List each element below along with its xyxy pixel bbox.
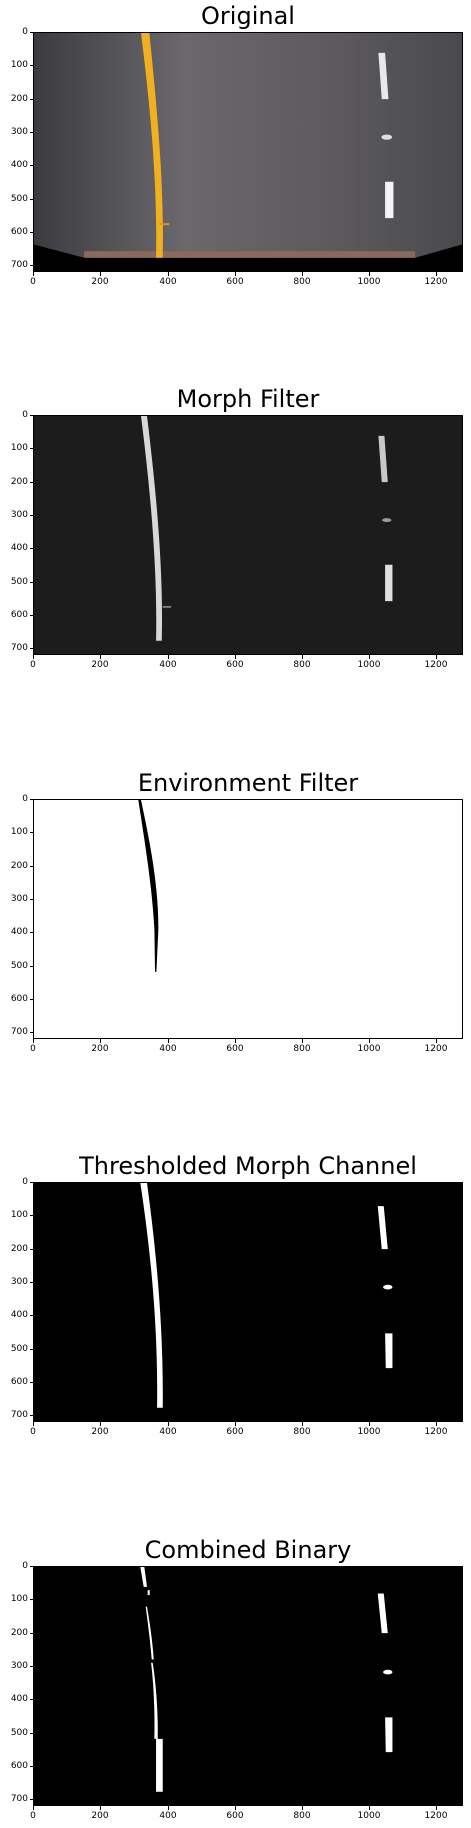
- y-tick: 200: [4, 861, 34, 871]
- y-tick: 200: [4, 94, 34, 104]
- x-tick: 1000: [349, 1806, 389, 1821]
- thresholded-image: [34, 1183, 462, 1421]
- y-tick: 500: [4, 194, 34, 204]
- y-tick: 700: [4, 643, 34, 653]
- y-tick: 0: [4, 410, 34, 420]
- x-tick: 1200: [416, 1422, 456, 1437]
- y-tick: 300: [4, 1661, 34, 1671]
- y-tick: 700: [4, 1794, 34, 1804]
- x-tick: 0: [13, 1039, 53, 1054]
- x-tick: 400: [148, 1039, 188, 1054]
- x-tick: 0: [13, 655, 53, 670]
- x-tick: 600: [215, 1039, 255, 1054]
- x-tick: 200: [80, 1422, 120, 1437]
- x-tick: 200: [80, 655, 120, 670]
- x-tick: 400: [148, 655, 188, 670]
- image-thresholded-morph: [33, 1182, 463, 1422]
- x-tick: 200: [80, 272, 120, 287]
- x-tick: 1200: [416, 1806, 456, 1821]
- y-tick: 500: [4, 577, 34, 587]
- y-tick: 100: [4, 827, 34, 837]
- x-tick: 1000: [349, 1039, 389, 1054]
- panel-thresholded-morph: Thresholded Morph Channel 0 100 200 300 …: [0, 1150, 471, 1437]
- image-combined-binary: [33, 1566, 463, 1806]
- road-image: [34, 33, 462, 271]
- x-tick: 200: [80, 1039, 120, 1054]
- y-tick: 0: [4, 27, 34, 37]
- x-tick: 400: [148, 1806, 188, 1821]
- y-tick: 0: [4, 794, 34, 804]
- y-tick: 100: [4, 1594, 34, 1604]
- panel-title: Combined Binary: [144, 1536, 352, 1564]
- y-tick: 300: [4, 510, 34, 520]
- y-tick: 200: [4, 477, 34, 487]
- panel-original: Original 0 100 200 300 400 500 600 7: [0, 0, 471, 287]
- y-tick: 0: [4, 1177, 34, 1187]
- y-tick: 600: [4, 1377, 34, 1387]
- y-tick: 400: [4, 543, 34, 553]
- y-tick: 600: [4, 994, 34, 1004]
- y-tick: 600: [4, 610, 34, 620]
- y-tick: 400: [4, 1694, 34, 1704]
- y-tick: 0: [4, 1561, 34, 1571]
- y-tick: 300: [4, 1277, 34, 1287]
- x-tick: 600: [215, 1422, 255, 1437]
- x-tick: 600: [215, 655, 255, 670]
- y-tick: 200: [4, 1244, 34, 1254]
- y-tick: 400: [4, 927, 34, 937]
- x-tick: 800: [282, 655, 322, 670]
- panel-title: Original: [201, 2, 295, 30]
- x-tick: 1000: [349, 1422, 389, 1437]
- x-tick: 800: [282, 1806, 322, 1821]
- image-environment-filter: [33, 799, 463, 1039]
- x-tick: 1000: [349, 655, 389, 670]
- x-tick: 400: [148, 1422, 188, 1437]
- x-tick: 800: [282, 1039, 322, 1054]
- y-tick: 300: [4, 127, 34, 137]
- y-tick: 300: [4, 894, 34, 904]
- y-tick: 500: [4, 1344, 34, 1354]
- image-original: [33, 32, 463, 272]
- x-tick: 0: [13, 1422, 53, 1437]
- x-tick: 0: [13, 1806, 53, 1821]
- x-tick: 400: [148, 272, 188, 287]
- morph-image: [34, 416, 462, 654]
- y-tick: 100: [4, 443, 34, 453]
- x-tick: 600: [215, 1806, 255, 1821]
- x-tick: 800: [282, 272, 322, 287]
- panel-environment-filter: Environment Filter 0 100 200 300 400 500…: [0, 767, 471, 1054]
- x-tick: 1000: [349, 272, 389, 287]
- panel-title: Morph Filter: [176, 385, 320, 413]
- panel-title: Thresholded Morph Channel: [79, 1152, 417, 1180]
- x-tick: 0: [13, 272, 53, 287]
- x-tick: 1200: [416, 655, 456, 670]
- y-tick: 200: [4, 1628, 34, 1638]
- y-tick: 700: [4, 1410, 34, 1420]
- y-tick: 100: [4, 1210, 34, 1220]
- combined-image: [34, 1567, 462, 1805]
- environment-image: [34, 800, 462, 1038]
- y-tick: 700: [4, 260, 34, 270]
- y-tick: 700: [4, 1027, 34, 1037]
- y-tick: 400: [4, 1310, 34, 1320]
- y-tick: 500: [4, 1728, 34, 1738]
- y-tick: 500: [4, 961, 34, 971]
- x-tick: 600: [215, 272, 255, 287]
- image-morph-filter: [33, 415, 463, 655]
- y-tick: 400: [4, 160, 34, 170]
- y-tick: 100: [4, 60, 34, 70]
- y-tick: 600: [4, 1761, 34, 1771]
- x-tick: 800: [282, 1422, 322, 1437]
- y-tick: 600: [4, 227, 34, 237]
- x-tick: 1200: [416, 272, 456, 287]
- panel-title: Environment Filter: [137, 769, 359, 797]
- x-tick: 1200: [416, 1039, 456, 1054]
- x-tick: 200: [80, 1806, 120, 1821]
- panel-morph-filter: Morph Filter 0 100 200 300 400 500 600 7…: [0, 383, 471, 670]
- panel-combined-binary: Combined Binary 0 100 200 300 400 500 60…: [0, 1534, 471, 1821]
